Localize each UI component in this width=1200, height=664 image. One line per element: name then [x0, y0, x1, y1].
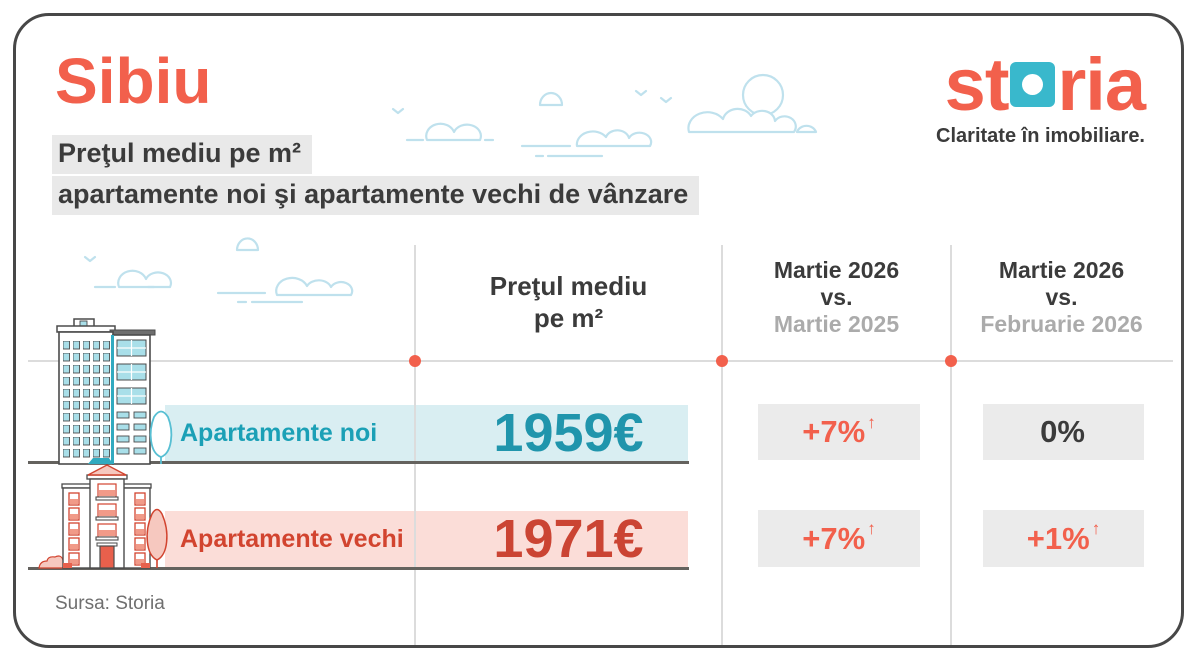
header-clouds-decoration	[83, 237, 354, 304]
yoy-old-box: +7% ↑	[758, 510, 920, 567]
pediment	[87, 464, 127, 476]
mom-new-value: 0%	[1040, 414, 1085, 449]
tree-icon	[149, 410, 173, 458]
mom-old-value: +1%	[1026, 520, 1090, 556]
up-arrow-icon: ↑	[867, 412, 876, 432]
yoy-old-value: +7%	[802, 520, 866, 556]
source-note: Sursa: Storia	[55, 593, 165, 614]
yoy-new-value: +7%	[802, 414, 866, 449]
up-arrow-icon: ↑	[867, 519, 876, 539]
column-divider-2	[721, 245, 723, 645]
mom-new-box: 0%	[983, 404, 1144, 460]
price-new: 1959€	[493, 403, 644, 463]
mom-old-box: +1% ↑	[983, 510, 1144, 567]
new-building-icon	[56, 318, 173, 465]
cloud-icon	[425, 122, 482, 142]
column-header-price-line1: Preţul mediu	[489, 271, 648, 301]
page-title: Sibiu	[55, 45, 212, 117]
row-band-new	[165, 405, 688, 461]
column-header-yoy: Martie 2026 vs. Martie 2025	[722, 257, 951, 338]
divider-dot	[716, 355, 728, 367]
cloud-icon	[795, 124, 818, 134]
column-divider-3	[950, 245, 952, 645]
column-header-mom-line2: vs.	[1045, 284, 1078, 310]
column-header-mom-line1: Martie 2026	[998, 257, 1125, 283]
column-divider-1	[414, 245, 416, 645]
sun-icon	[741, 73, 785, 117]
header-divider	[28, 360, 1173, 362]
column-header-mom: Martie 2026 vs. Februarie 2026	[951, 257, 1172, 338]
cloud-icon	[235, 237, 260, 252]
logo-text-ria: ria	[1057, 43, 1146, 126]
column-header-yoy-line3: Martie 2025	[773, 311, 900, 337]
column-header-yoy-line1: Martie 2026	[773, 257, 900, 283]
door	[99, 545, 115, 569]
cloud-icon	[117, 269, 173, 289]
bird-icon	[634, 89, 648, 97]
top-clouds-decoration	[391, 73, 818, 158]
ground-line-new	[28, 461, 689, 464]
divider-dot	[945, 355, 957, 367]
tree-icon	[146, 508, 168, 561]
subtitle-highlight-line1: Preţul mediu pe m²	[52, 135, 313, 174]
column-header-yoy-line2: vs.	[820, 284, 853, 310]
bird-icon	[83, 255, 97, 263]
old-building-icon	[38, 464, 168, 569]
bird-icon	[391, 107, 405, 115]
storia-o-icon	[1010, 62, 1056, 107]
price-old: 1971€	[493, 509, 644, 569]
column-header-mom-line3: Februarie 2026	[980, 311, 1143, 337]
ground-line-old	[28, 567, 689, 570]
storia-logo: st ria Claritate în imobiliare.	[936, 48, 1146, 148]
cloud-icon	[538, 91, 564, 107]
column-header-price-line2: pe m²	[533, 303, 604, 333]
row-band-old	[165, 511, 688, 568]
storia-wordmark: st ria	[945, 48, 1146, 122]
cloud-icon	[575, 129, 653, 148]
yoy-new-box: +7% ↑	[758, 404, 920, 460]
row-label-old: Apartamente vechi	[180, 525, 404, 553]
cloud-icon	[275, 276, 354, 297]
logo-tagline: Claritate în imobiliare.	[936, 125, 1145, 148]
row-label-new: Apartamente noi	[180, 419, 378, 447]
white-circle-icon	[1022, 74, 1044, 95]
logo-text-st: st	[944, 43, 1010, 126]
column-header-price: Preţul mediu pe m²	[415, 270, 722, 334]
cloud-icon	[687, 107, 797, 134]
divider-dot	[409, 355, 421, 367]
subtitle-highlight-line2: apartamente noi şi apartamente vechi de …	[52, 176, 700, 215]
bird-icon	[659, 96, 673, 104]
up-arrow-icon: ↑	[1091, 519, 1101, 539]
